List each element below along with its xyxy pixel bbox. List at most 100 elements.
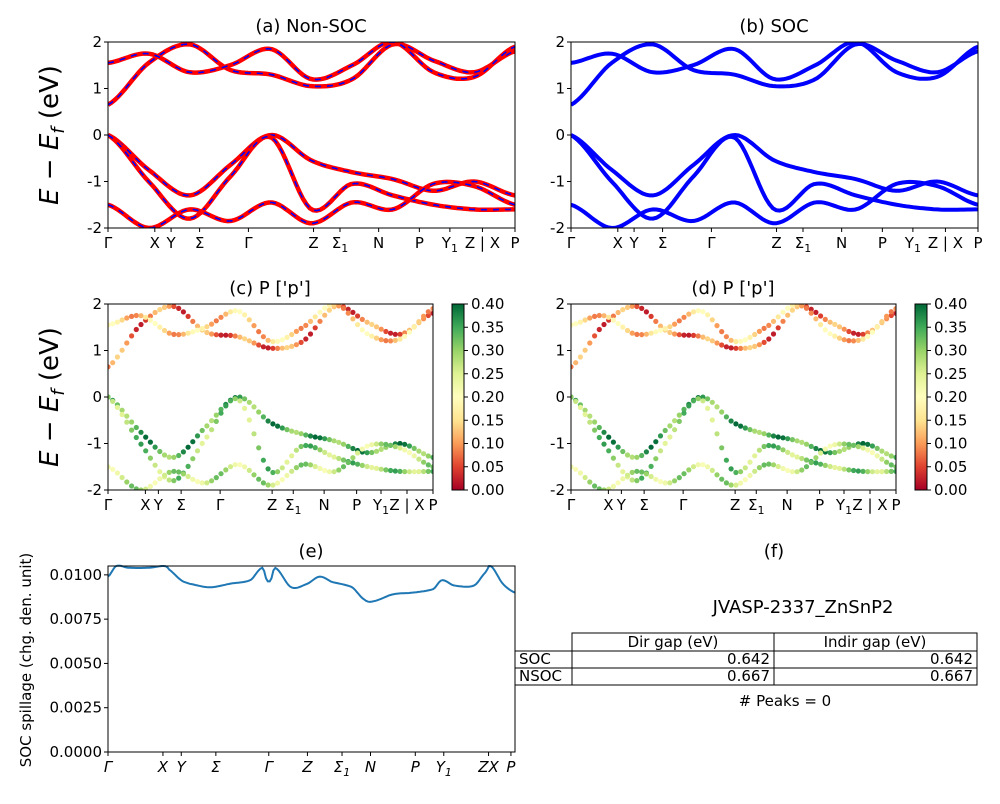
valence-band-3-point [194, 479, 201, 485]
conduction-band-1-point [185, 313, 191, 319]
conduction-band-2-point [147, 317, 153, 323]
valence-band-1-point [279, 425, 285, 431]
colorbar-ticklabel: 0.00 [471, 481, 504, 499]
colorbar-ticklabel: 0.10 [934, 435, 967, 453]
valence-band-2-point [166, 477, 172, 483]
valence-band-2-point [275, 469, 281, 475]
conduction-band-2-point [606, 314, 612, 320]
panel-d-title: (d) P ['p'] [691, 278, 774, 299]
panel-e-frame [107, 565, 516, 753]
conduction-band-2-point [719, 329, 725, 335]
valence-band-3-point [270, 482, 276, 488]
conduction-band-1-point [733, 345, 739, 351]
panel-c-k-ticklabel: P [352, 496, 361, 514]
valence-band-2-point [359, 462, 365, 468]
conduction-band-1-point [237, 334, 243, 340]
conduction-band-1-point [157, 307, 163, 313]
valence-band-3-point [246, 467, 252, 473]
panel-b-plot [571, 42, 978, 228]
valence-band-3-point [171, 468, 177, 474]
valence-band-3-point [832, 442, 838, 448]
valence-band-1-point [738, 423, 744, 429]
conduction-band-2-point [860, 336, 866, 342]
conduction-band-1-point [152, 309, 158, 316]
valence-band-3-point [884, 459, 890, 465]
valence-band-2-point [756, 447, 763, 453]
valence-band-2-point [657, 448, 664, 454]
conduction-band-1-point [303, 336, 309, 342]
valence-band-1-point [836, 448, 843, 454]
panel-c-k-ticklabel: Γ [216, 496, 225, 514]
conduction-band-1-point [176, 305, 182, 311]
valence-band-2-point [719, 445, 725, 451]
table-row-label: SOC [519, 650, 551, 668]
colorbar-ticklabel: 0.35 [934, 318, 967, 336]
valence-band-3-point [152, 480, 158, 486]
conduction-band-2-point [303, 322, 309, 328]
valence-band-3-point [180, 471, 186, 477]
valence-band-1-point [129, 419, 135, 425]
valence-band-3-point [133, 486, 139, 490]
conduction-band-2-point [756, 328, 763, 334]
valence-band-1-point [265, 418, 271, 424]
conduction-band-1-point [114, 354, 120, 360]
conduction-band-1-point [587, 340, 593, 346]
valence-band-3-point [260, 480, 266, 486]
conduction-band-2-point [884, 313, 890, 319]
valence-band-1-point [832, 449, 838, 456]
conduction-band-1-point [317, 318, 323, 324]
valence-band-3-point [719, 476, 725, 482]
panel-d-y-ticklabel: 0 [555, 388, 565, 406]
valence-band-3-point [634, 468, 640, 474]
conduction-band-2-point [803, 305, 810, 311]
valence-band-1-point [411, 445, 417, 451]
valence-band-1-point [190, 439, 196, 445]
valence-band-3-point [756, 465, 763, 471]
conduction-band-1-point [260, 344, 266, 350]
panel-c-title: (c) P ['p'] [229, 278, 311, 299]
valence-band-3-point [119, 474, 125, 481]
valence-band-1-point [284, 427, 290, 433]
valence-band-2-point [639, 475, 645, 481]
conduction-band-2-point [209, 321, 215, 327]
valence-band-2-point [430, 468, 433, 474]
conduction-band-2-point [643, 331, 650, 337]
colorbar-ticklabel: 0.20 [934, 388, 967, 406]
conduction-band-1-line [108, 42, 515, 107]
valence-band-2-point [289, 453, 295, 459]
conduction-band-1-point [133, 326, 139, 333]
conduction-band-1-point [855, 331, 861, 337]
conduction-band-2-point [336, 304, 342, 308]
conduction-band-2-point [124, 315, 130, 321]
valence-band-3-point [227, 464, 234, 470]
valence-band-2-point [388, 467, 394, 474]
conduction-band-2-point [770, 318, 777, 324]
valence-band-3-point [690, 464, 697, 470]
table-cell: 0.667 [727, 667, 770, 685]
conduction-band-1-point [643, 309, 650, 315]
valence-band-1-point [610, 439, 617, 445]
conduction-band-1-point [573, 360, 579, 366]
panel-e-y-ticklabel: 0.0025 [50, 699, 103, 717]
valence-band-3-point [571, 464, 574, 470]
conduction-band-1-point [681, 332, 687, 338]
subscript: 1 [845, 504, 852, 517]
valence-band-1-point [770, 433, 777, 439]
valence-band-2-point [742, 465, 748, 471]
panel-e-y-ticklabel: 0.0075 [50, 610, 103, 628]
table-cell: 0.642 [727, 650, 770, 668]
panel-c-k-ticklabel: Γ [104, 496, 113, 514]
valence-band-1-point [199, 427, 205, 434]
valence-band-3-point [331, 469, 337, 475]
valence-band-1-point [827, 450, 833, 456]
conduction-band-1-point [279, 345, 285, 351]
valence-band-1-point [430, 454, 433, 460]
conduction-band-1-point [213, 332, 219, 338]
valence-band-2-point [610, 455, 617, 461]
panel-a-k-ticklabel: Z [308, 234, 318, 252]
conduction-band-2-point [648, 330, 654, 336]
conduction-band-1-point [648, 313, 654, 319]
conduction-band-1-point [582, 347, 588, 353]
valence-band-1-point [780, 435, 786, 441]
valence-band-3-point [794, 469, 800, 475]
